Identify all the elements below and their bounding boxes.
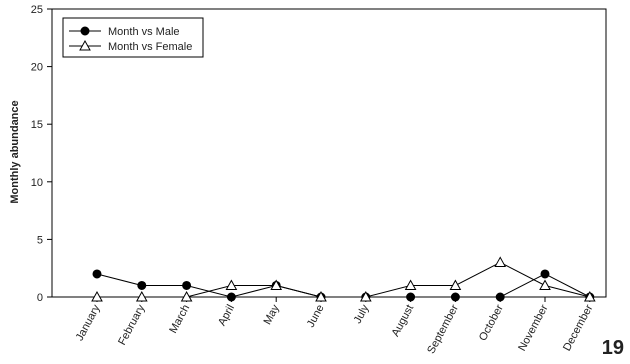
data-point (315, 290, 327, 302)
data-point (180, 290, 193, 302)
x-axis-ticks: January February March April May June July Augu… (74, 297, 596, 356)
x-tick-label: May (261, 302, 282, 326)
data-point (495, 292, 505, 302)
legend-label: Month vs Male (108, 26, 180, 38)
data-point (406, 292, 416, 302)
x-tick-label: July (352, 302, 372, 325)
x-tick-label: January (74, 302, 103, 343)
page-number: 19 (601, 337, 624, 359)
data-point (135, 290, 148, 302)
data-point (359, 290, 372, 302)
data-point (583, 290, 596, 302)
x-tick-label: April (216, 303, 237, 328)
y-tick-label: 25 (31, 4, 43, 16)
x-tick-label: November (516, 302, 551, 353)
data-point (225, 279, 238, 290)
data-point (449, 279, 462, 290)
x-tick-label: March (167, 303, 192, 336)
y-tick-label: 0 (37, 292, 43, 304)
x-tick-label: December (561, 302, 596, 353)
x-tick-label: February (116, 302, 147, 347)
legend-marker (80, 26, 90, 36)
series-line (97, 261, 590, 298)
y-tick-label: 5 (37, 234, 43, 246)
y-tick-label: 20 (31, 62, 43, 74)
data-point (137, 280, 147, 290)
series-female (91, 256, 596, 302)
data-point (540, 269, 550, 279)
legend: Month vs Male Month vs Female (62, 17, 204, 58)
data-point (226, 292, 236, 302)
x-tick-label: September (425, 302, 461, 355)
data-point (182, 280, 192, 290)
series-group (91, 256, 596, 302)
y-axis-title: Monthly abundance (9, 100, 21, 203)
data-point (450, 292, 460, 302)
y-tick-label: 15 (31, 119, 43, 131)
legend-label: Month vs Female (108, 41, 192, 53)
data-point (494, 256, 507, 267)
data-point (92, 269, 102, 279)
x-tick-label: August (390, 303, 417, 339)
y-tick-label: 10 (31, 177, 43, 189)
x-tick-label: October (477, 302, 506, 342)
series-line (96, 273, 591, 298)
data-point (404, 279, 417, 290)
legend-marker (79, 39, 91, 51)
y-axis-ticks: 0 5 10 15 20 25 (31, 4, 52, 304)
x-tick-label: June (305, 303, 327, 330)
data-point (91, 290, 103, 302)
series-male (92, 269, 595, 302)
data-point (270, 279, 283, 290)
data-point (539, 279, 551, 290)
